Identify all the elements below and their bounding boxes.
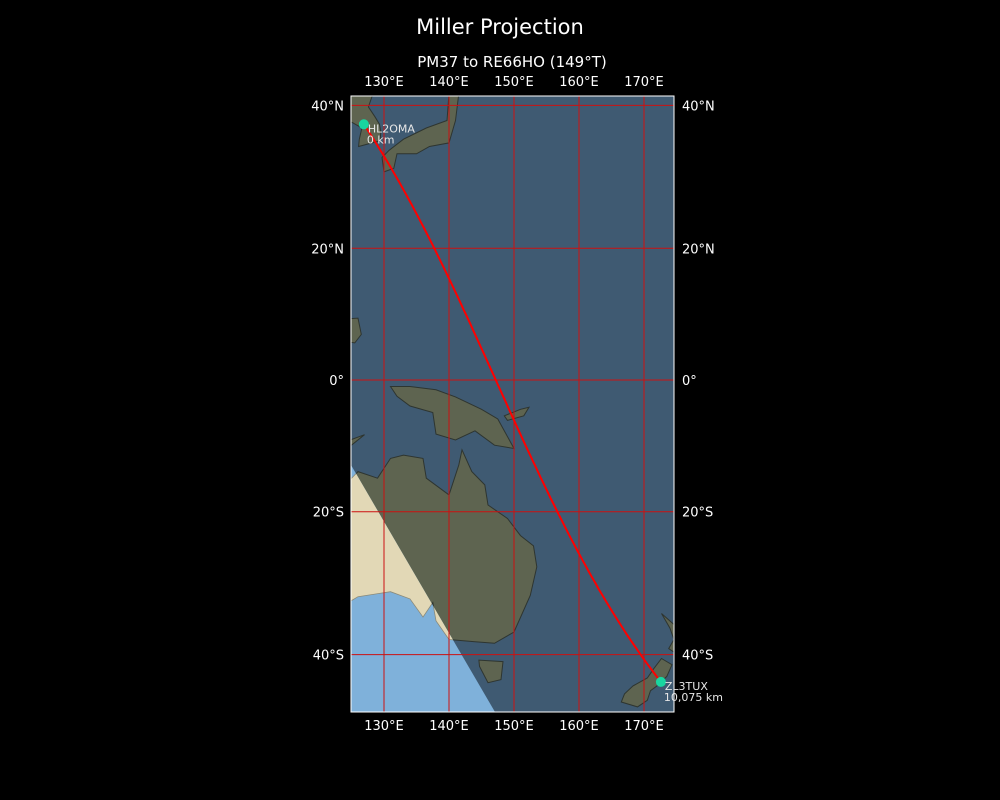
station-distance: 10,075 km: [664, 691, 723, 704]
gridlines: [351, 96, 674, 712]
lat-tick-label-right: 20°S: [682, 506, 713, 521]
land-tasmania: [478, 659, 504, 684]
lon-tick-label-bottom: 150°E: [494, 719, 534, 734]
station-marker: [358, 119, 369, 130]
land-new-guinea: [389, 386, 515, 450]
land-mindanao: [351, 317, 362, 344]
lat-tick-label-right: 0°: [682, 374, 697, 389]
lat-tick-label-left: 40°S: [313, 649, 344, 664]
lat-tick-label-right: 20°N: [682, 242, 715, 257]
lat-tick-label-left: 20°N: [311, 242, 344, 257]
lon-tick-label-top: 150°E: [494, 75, 534, 90]
map-area: [351, 96, 674, 712]
map-frame: [350, 95, 675, 713]
lat-tick-label-left: 20°S: [313, 506, 344, 521]
lat-tick-label-right: 40°N: [682, 99, 715, 114]
lon-tick-label-top: 130°E: [364, 75, 404, 90]
station-marker: [655, 676, 666, 687]
station-callsign: ZL3TUX: [665, 680, 708, 693]
land-japan: [381, 96, 460, 173]
station-distance: 0 km: [367, 133, 395, 146]
lon-tick-label-bottom: 130°E: [364, 719, 404, 734]
map-title: PM37 to RE66HO (149°T): [417, 53, 607, 71]
lon-tick-label-bottom: 170°E: [624, 719, 664, 734]
lat-tick-label-right: 40°S: [682, 649, 713, 664]
land-new-britain: [503, 406, 531, 421]
lat-tick-label-left: 40°N: [311, 99, 344, 114]
land-nz-south: [620, 657, 673, 708]
lon-tick-label-bottom: 140°E: [429, 719, 469, 734]
axis-ticks: 130°E 130°E 140°E 140°E 150°E 150°E 160°E 160°E…: [311, 75, 715, 734]
great-circle-path: [363, 123, 662, 683]
land-nz-north: [661, 613, 674, 653]
lon-tick-label-top: 160°E: [559, 75, 599, 90]
lon-tick-label-bottom: 160°E: [559, 719, 599, 734]
figure-title: Miller Projection: [416, 15, 584, 39]
lat-tick-label-left: 0°: [329, 374, 344, 389]
lon-tick-label-top: 170°E: [624, 75, 664, 90]
station-callsign: HL2OMA: [368, 122, 416, 135]
lon-tick-label-top: 140°E: [429, 75, 469, 90]
